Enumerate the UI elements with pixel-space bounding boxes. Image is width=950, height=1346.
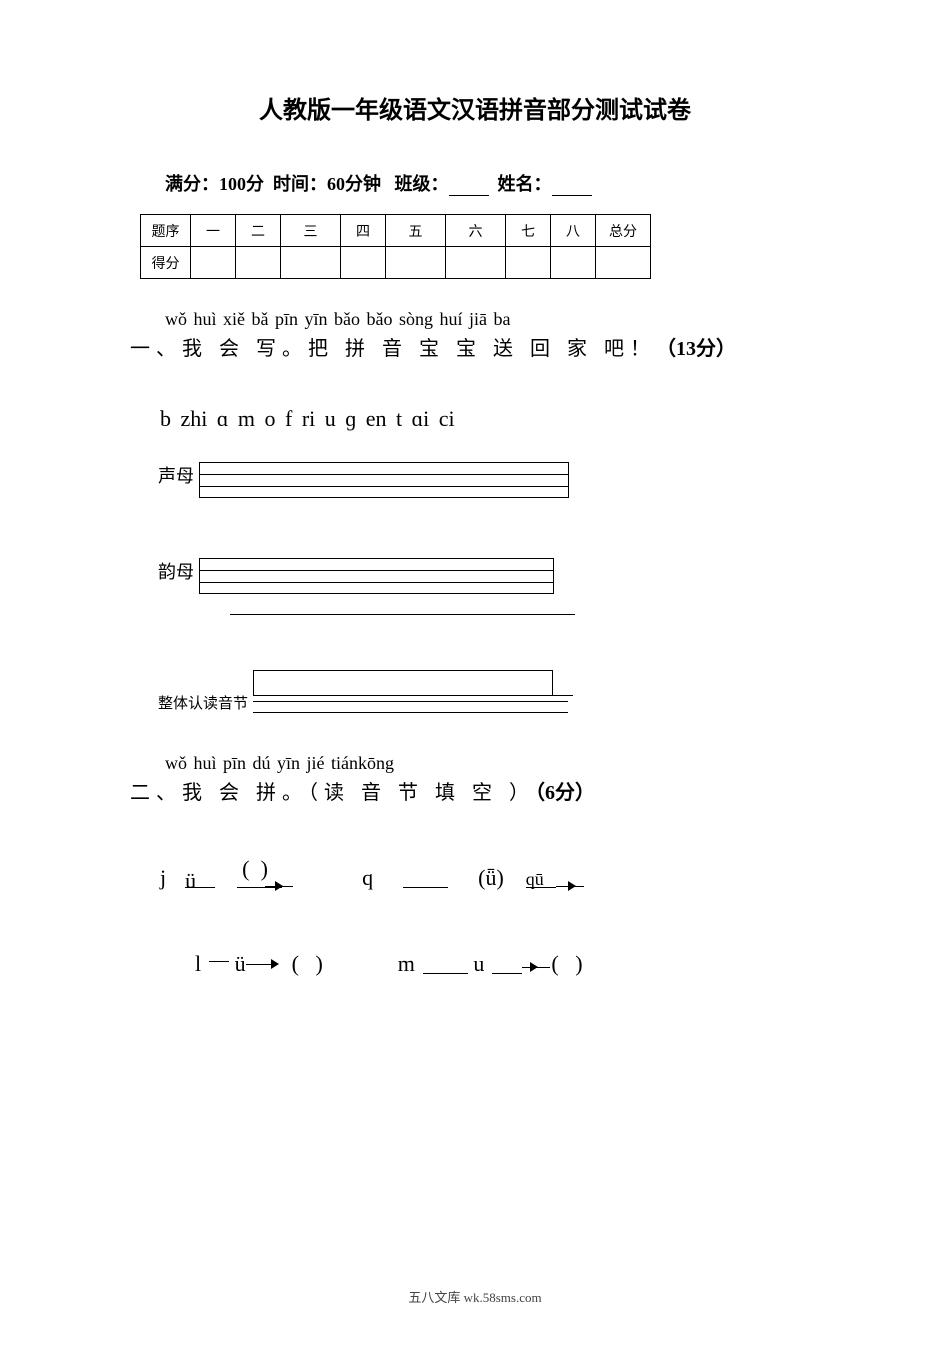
col-header: 一 (191, 215, 236, 247)
score-cell[interactable] (506, 247, 551, 279)
result: qū (526, 869, 544, 889)
time-value: 60分钟 (327, 174, 381, 194)
arrow-underline (492, 954, 522, 974)
class-blank[interactable] (449, 178, 489, 196)
score-cell[interactable] (236, 247, 281, 279)
class-label: 班级： (395, 174, 449, 194)
exercise-row-1: j ü ( ) q ( ǖ ) qū (160, 865, 820, 891)
pinyin-exercise: j ü ( ) q ( ǖ ) qū l ü ( ) m (130, 865, 820, 977)
category-shengmu: 声母 (130, 462, 820, 498)
full-marks-label: 满分： (165, 174, 219, 194)
vowel: ü (185, 868, 196, 894)
col-header: 八 (551, 215, 596, 247)
full-marks-value: 100分 (219, 174, 264, 194)
section2-hanzi: 二、我 会 拼。（读 音 节 填 空 ）（6分） (130, 776, 820, 805)
blank-underline[interactable] (423, 954, 468, 974)
consonant: q (362, 865, 373, 891)
time-label: 时间： (273, 174, 327, 194)
score-cell[interactable] (281, 247, 341, 279)
category-yunmu: 韵母 (130, 558, 820, 594)
vowel: ǖ (485, 865, 496, 891)
score-table: 题序 一 二 三 四 五 六 七 八 总分 得分 (140, 214, 651, 279)
section1-pinyin: wǒ huì xiě bǎ pīn yīn bǎo bǎo sòng huí j… (130, 309, 820, 330)
section-prefix: 二、 (130, 782, 182, 804)
arrow-icon (556, 880, 578, 892)
arrow-icon (265, 880, 285, 892)
consonant: j (160, 865, 166, 891)
col-header: 四 (341, 215, 386, 247)
section-text: 我 会 写。把 拼 音 宝 宝 送 回 家 吧！ (182, 338, 656, 360)
exercise-item: m u ( ) (398, 951, 583, 977)
score-cell[interactable] (191, 247, 236, 279)
col-header: 二 (236, 215, 281, 247)
category-label: 声母 (158, 462, 194, 488)
col-header: 六 (446, 215, 506, 247)
page-title: 人教版一年级语文汉语拼音部分测试试卷 (130, 90, 820, 125)
vowel: ü (235, 951, 246, 977)
writing-box[interactable] (199, 462, 569, 498)
table-row: 得分 (141, 247, 651, 279)
writing-box[interactable] (253, 670, 573, 713)
row-label: 题序 (141, 215, 191, 247)
arrow-icon (522, 961, 540, 973)
table-row: 题序 一 二 三 四 五 六 七 八 总分 (141, 215, 651, 247)
section2-pinyin: wǒ huì pīn dú yīn jié tiánkōng (130, 753, 820, 774)
score-cell[interactable] (551, 247, 596, 279)
section-text: 我 会 拼。（读 音 节 填 空 ） (182, 782, 535, 804)
letter-list: b zhi ɑ m o f ri u ɡ en t ɑi ci (130, 406, 820, 432)
exercise-item: q ( ǖ ) qū (362, 865, 578, 891)
name-label: 姓名： (498, 174, 552, 194)
category-label: 韵母 (158, 558, 194, 584)
score-cell[interactable] (386, 247, 446, 279)
section-prefix: 一、 (130, 338, 182, 360)
exercise-item: j ü ( ) (160, 865, 282, 891)
vowel-underline: ü (185, 868, 215, 888)
score-cell[interactable] (341, 247, 386, 279)
vowel: u (473, 951, 484, 977)
row-label: 得分 (141, 247, 191, 279)
score-cell[interactable] (596, 247, 651, 279)
section-2: wǒ huì pīn dú yīn jié tiánkōng 二、我 会 拼。（… (130, 753, 820, 977)
exercise-item: l ü ( ) (195, 951, 323, 977)
category-label: 整体认读音节 (158, 692, 248, 713)
arrow-underline: ( ) (237, 868, 282, 888)
section-points: （6分） (535, 782, 595, 804)
section1-hanzi: 一、我 会 写。把 拼 音 宝 宝 送 回 家 吧！（13分） (130, 332, 820, 361)
section-1: wǒ huì xiě bǎ pīn yīn bǎo bǎo sòng huí j… (130, 309, 820, 713)
consonant: l (195, 951, 201, 977)
writing-box-extra[interactable] (230, 614, 820, 615)
section-points: （13分） (656, 338, 736, 360)
test-info-line: 满分：100分 时间：60分钟 班级： 姓名： (130, 170, 820, 196)
col-header: 五 (386, 215, 446, 247)
result-underline: qū (526, 868, 556, 888)
writing-box[interactable] (199, 558, 554, 594)
col-header: 三 (281, 215, 341, 247)
col-header: 总分 (596, 215, 651, 247)
exercise-row-2: l ü ( ) m u ( ) (160, 951, 820, 977)
page-footer: 五八文库 wk.58sms.com (0, 1287, 950, 1306)
name-blank[interactable] (552, 178, 592, 196)
blank-underline[interactable] (403, 868, 448, 888)
col-header: 七 (506, 215, 551, 247)
category-zhengti: 整体认读音节 (130, 670, 820, 713)
score-cell[interactable] (446, 247, 506, 279)
arrow-icon (246, 958, 281, 970)
consonant: m (398, 951, 415, 977)
